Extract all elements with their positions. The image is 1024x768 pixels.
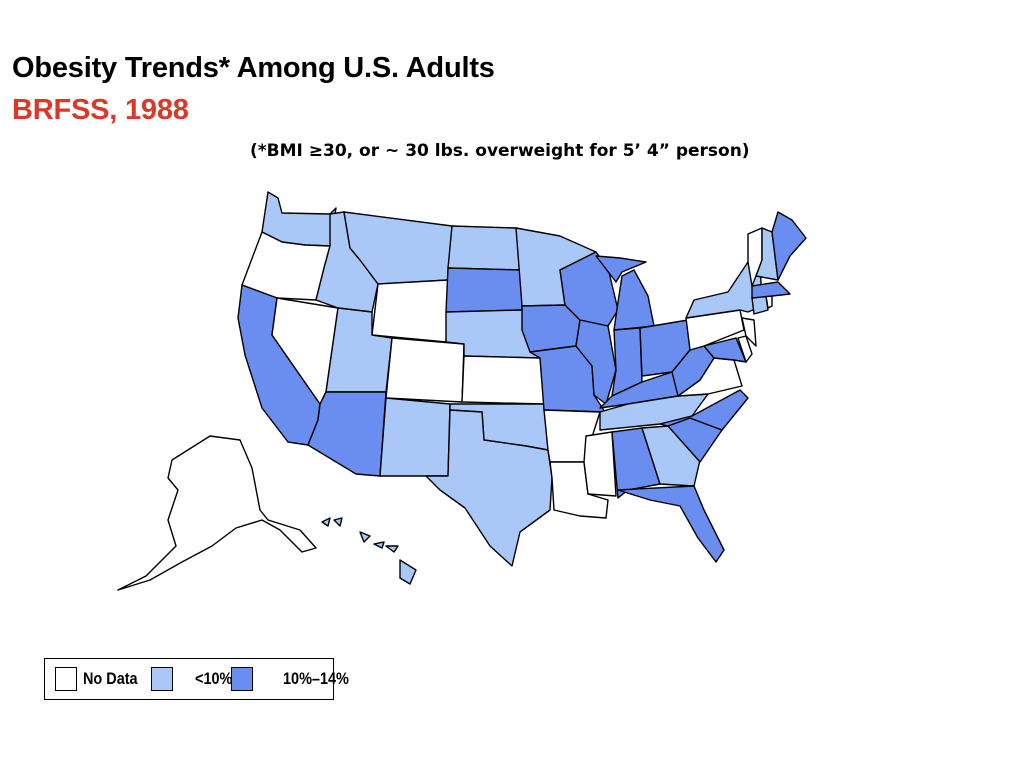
state-TN xyxy=(599,393,709,431)
state-ME xyxy=(771,211,807,281)
state-FL xyxy=(617,485,725,563)
state-AZ xyxy=(307,391,387,477)
state-SD xyxy=(445,267,523,313)
map-subtitle: BRFSS, 1988 xyxy=(12,94,189,126)
state-MS xyxy=(583,431,617,497)
state-NC xyxy=(659,389,749,431)
state-ND xyxy=(447,225,523,271)
state-KS xyxy=(461,355,545,405)
legend-label-10-14: 10%–14% xyxy=(283,669,349,688)
state-AL xyxy=(611,427,661,499)
legend-swatch-10-14 xyxy=(231,667,253,691)
legend-swatch-under-10 xyxy=(151,667,173,691)
state-DE xyxy=(737,335,753,363)
map-title: Obesity Trends* Among U.S. Adults xyxy=(12,52,495,84)
legend-swatch-no-data xyxy=(55,667,77,691)
state-CT xyxy=(751,295,769,315)
state-MA xyxy=(751,281,791,299)
state-TX xyxy=(425,409,553,567)
legend: No Data <10% 10%–14% xyxy=(44,658,349,700)
bmi-footnote: (*BMI ≥30, or ~ 30 lbs. overweight for 5… xyxy=(250,141,750,161)
state-GA xyxy=(641,425,701,487)
state-NM xyxy=(379,397,451,477)
state-IL xyxy=(575,319,617,405)
legend-label-under-10: <10% xyxy=(195,669,233,688)
state-CO xyxy=(385,337,465,403)
state-WY xyxy=(371,279,449,343)
state-AK xyxy=(117,435,317,591)
state-WI xyxy=(559,251,619,327)
legend-label-no-data: No Data xyxy=(83,669,138,688)
state-HI xyxy=(321,517,417,585)
state-MD xyxy=(703,337,747,363)
